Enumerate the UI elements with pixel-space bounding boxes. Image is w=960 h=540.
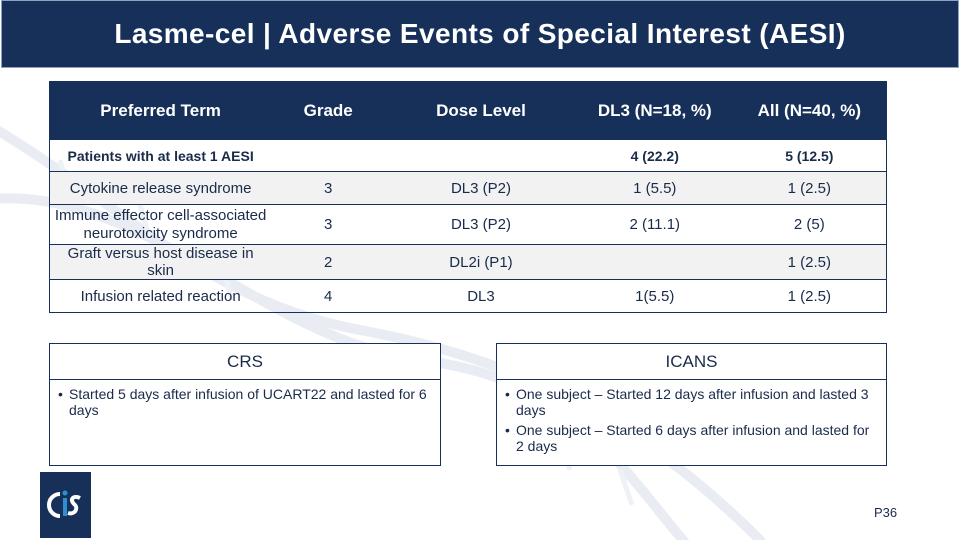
table-row: Graft versus host disease in skin 2 DL2i… bbox=[49, 244, 887, 280]
cell-all: 1 (2.5) bbox=[732, 244, 887, 280]
cell-term: Immune effector cell-associated neurotox… bbox=[49, 204, 272, 245]
cell-all: 1 (2.5) bbox=[732, 171, 887, 205]
list-item: • One subject – Started 6 days after inf… bbox=[505, 422, 878, 454]
cell-all: 1 (2.5) bbox=[732, 279, 887, 313]
page-title: Lasme-cel | Adverse Events of Special In… bbox=[114, 18, 846, 49]
cell-term: Graft versus host disease in skin bbox=[49, 244, 272, 280]
title-bar: Lasme-cel | Adverse Events of Special In… bbox=[1, 0, 959, 68]
cell-grade: 4 bbox=[271, 279, 386, 313]
cell-dl3 bbox=[576, 244, 733, 280]
icans-bullet-list: • One subject – Started 12 days after in… bbox=[497, 380, 886, 454]
cell-all: 2 (5) bbox=[732, 204, 887, 245]
list-item: • One subject – Started 12 days after in… bbox=[505, 386, 878, 418]
bullet-glyph: • bbox=[505, 386, 510, 402]
cell-term: Cytokine release syndrome bbox=[49, 171, 272, 205]
cell-grade: 3 bbox=[271, 171, 386, 205]
crs-bullet-text: Started 5 days after infusion of UCART22… bbox=[69, 386, 427, 418]
icans-box: ICANS • One subject – Started 12 days af… bbox=[496, 343, 887, 466]
cell-dose: DL3 (P2) bbox=[385, 204, 577, 245]
icans-heading: ICANS bbox=[497, 344, 886, 380]
cell-dl3: 1 (5.5) bbox=[576, 171, 733, 205]
page-number: P36 bbox=[874, 505, 898, 520]
cell-dl3: 4 (22.2) bbox=[576, 139, 733, 172]
crs-heading: CRS bbox=[50, 344, 440, 380]
bullet-glyph: • bbox=[58, 386, 63, 402]
crs-bullet-list: • Started 5 days after infusion of UCART… bbox=[50, 380, 440, 418]
cell-dose bbox=[385, 139, 577, 172]
bullet-glyph: • bbox=[505, 422, 510, 438]
icans-bullet-text: One subject – Started 6 days after infus… bbox=[516, 422, 870, 454]
header-preferred-term: Preferred Term bbox=[49, 81, 272, 140]
cell-dose: DL3 bbox=[385, 279, 577, 313]
cell-dl3: 1(5.5) bbox=[576, 279, 733, 313]
table-row: Immune effector cell-associated neurotox… bbox=[49, 204, 887, 245]
logo-mark-icon bbox=[46, 490, 81, 518]
aesi-table: Preferred Term Grade Dose Level DL3 (N=1… bbox=[49, 81, 887, 313]
header-all: All (N=40, %) bbox=[732, 81, 887, 140]
cell-dose: DL3 (P2) bbox=[385, 171, 577, 205]
cell-grade: 2 bbox=[271, 244, 386, 280]
crs-box: CRS • Started 5 days after infusion of U… bbox=[49, 343, 441, 466]
table-row: Infusion related reaction 4 DL3 1(5.5) 1… bbox=[49, 279, 887, 313]
table-header-row: Preferred Term Grade Dose Level DL3 (N=1… bbox=[49, 81, 887, 140]
cell-dose: DL2i (P1) bbox=[385, 244, 577, 280]
list-item: • Started 5 days after infusion of UCART… bbox=[58, 386, 432, 418]
cell-term: Infusion related reaction bbox=[49, 279, 272, 313]
header-dl3: DL3 (N=18, %) bbox=[576, 81, 733, 140]
cell-term: Patients with at least 1 AESI bbox=[49, 139, 272, 172]
icans-bullet-text: One subject – Started 12 days after infu… bbox=[516, 386, 869, 418]
cell-grade: 3 bbox=[271, 204, 386, 245]
cell-all: 5 (12.5) bbox=[732, 139, 887, 172]
cell-grade bbox=[271, 139, 386, 172]
table-row-total: Patients with at least 1 AESI 4 (22.2) 5… bbox=[49, 139, 887, 172]
header-dose-level: Dose Level bbox=[385, 81, 577, 140]
cellectis-logo-icon bbox=[40, 472, 91, 538]
header-grade: Grade bbox=[271, 81, 386, 140]
table-row: Cytokine release syndrome 3 DL3 (P2) 1 (… bbox=[49, 171, 887, 205]
cell-dl3: 2 (11.1) bbox=[576, 204, 733, 245]
